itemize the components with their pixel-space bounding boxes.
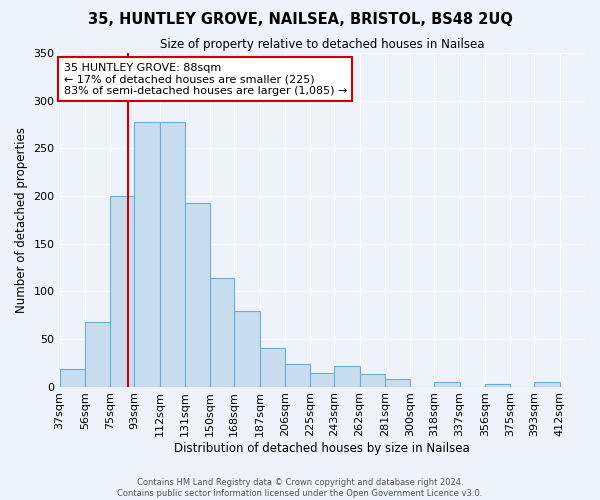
- Bar: [134, 122, 160, 386]
- X-axis label: Distribution of detached houses by size in Nailsea: Distribution of detached houses by size …: [175, 442, 470, 455]
- Text: Contains HM Land Registry data © Crown copyright and database right 2024.
Contai: Contains HM Land Registry data © Crown c…: [118, 478, 482, 498]
- Bar: [160, 122, 185, 386]
- Bar: [185, 202, 210, 386]
- Bar: [59, 370, 85, 386]
- Text: 35 HUNTLEY GROVE: 88sqm
← 17% of detached houses are smaller (225)
83% of semi-d: 35 HUNTLEY GROVE: 88sqm ← 17% of detache…: [64, 62, 347, 96]
- Bar: [334, 366, 359, 386]
- Text: 35, HUNTLEY GROVE, NAILSEA, BRISTOL, BS48 2UQ: 35, HUNTLEY GROVE, NAILSEA, BRISTOL, BS4…: [88, 12, 512, 28]
- Bar: [260, 348, 285, 387]
- Bar: [310, 373, 334, 386]
- Bar: [85, 322, 110, 386]
- Bar: [535, 382, 560, 386]
- Bar: [385, 379, 410, 386]
- Bar: [285, 364, 310, 386]
- Y-axis label: Number of detached properties: Number of detached properties: [15, 127, 28, 313]
- Title: Size of property relative to detached houses in Nailsea: Size of property relative to detached ho…: [160, 38, 485, 51]
- Bar: [234, 312, 260, 386]
- Bar: [434, 382, 460, 386]
- Bar: [110, 196, 134, 386]
- Bar: [210, 278, 234, 386]
- Bar: [485, 384, 511, 386]
- Bar: [359, 374, 385, 386]
